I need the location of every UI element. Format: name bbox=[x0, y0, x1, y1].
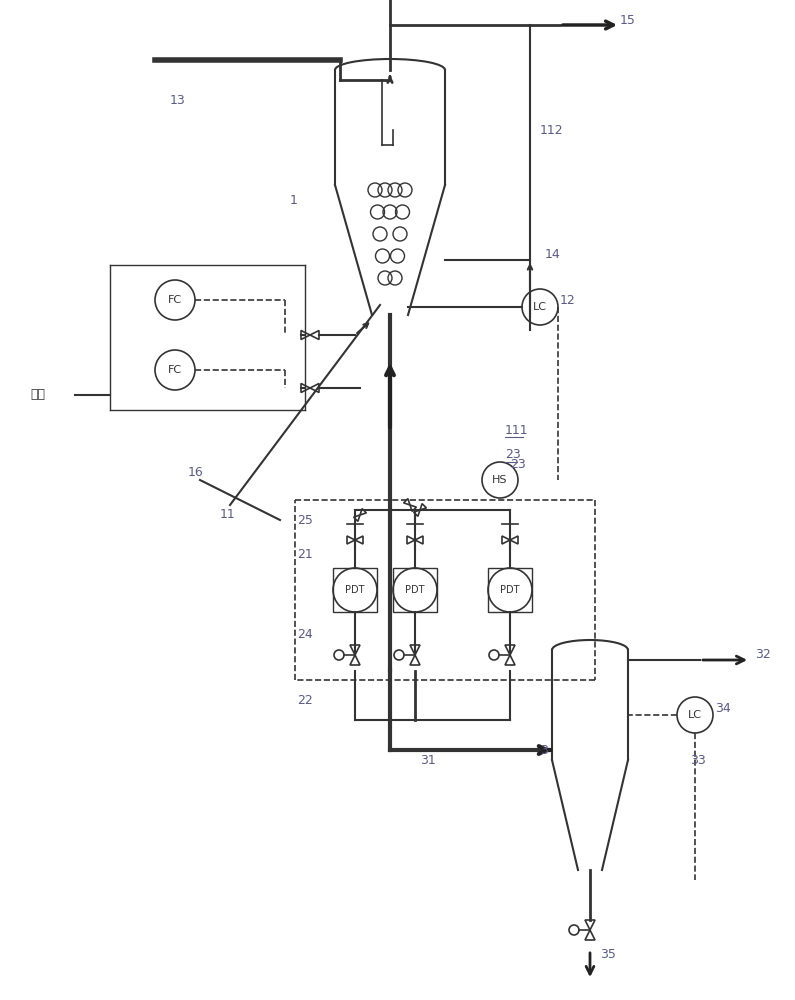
Text: 111: 111 bbox=[505, 424, 529, 436]
Text: LC: LC bbox=[533, 302, 547, 312]
Text: 33: 33 bbox=[690, 754, 706, 766]
Text: 23: 23 bbox=[505, 448, 521, 462]
Text: PDT: PDT bbox=[345, 585, 365, 595]
Text: 16: 16 bbox=[188, 466, 204, 479]
Text: 13: 13 bbox=[170, 94, 186, 106]
Text: PDT: PDT bbox=[405, 585, 425, 595]
Text: 12: 12 bbox=[560, 294, 576, 306]
Text: 冷氢: 冷氢 bbox=[30, 388, 45, 401]
Text: FC: FC bbox=[168, 365, 182, 375]
Text: 25: 25 bbox=[297, 514, 313, 526]
Text: 112: 112 bbox=[540, 123, 564, 136]
Text: 14: 14 bbox=[545, 248, 560, 261]
Text: 35: 35 bbox=[600, 948, 616, 962]
Text: 34: 34 bbox=[715, 702, 731, 714]
Text: PDT: PDT bbox=[500, 585, 520, 595]
Text: 24: 24 bbox=[297, 629, 312, 642]
Text: 3: 3 bbox=[540, 744, 548, 756]
Text: HS: HS bbox=[492, 475, 508, 485]
Text: 11: 11 bbox=[220, 508, 236, 522]
Text: FC: FC bbox=[168, 295, 182, 305]
Text: 23: 23 bbox=[510, 458, 525, 472]
Text: 1: 1 bbox=[290, 194, 298, 207]
Text: 31: 31 bbox=[420, 754, 436, 766]
Text: 15: 15 bbox=[620, 13, 636, 26]
Text: 32: 32 bbox=[755, 648, 770, 662]
Text: 21: 21 bbox=[297, 548, 312, 562]
Text: LC: LC bbox=[688, 710, 702, 720]
Text: 22: 22 bbox=[297, 694, 312, 706]
